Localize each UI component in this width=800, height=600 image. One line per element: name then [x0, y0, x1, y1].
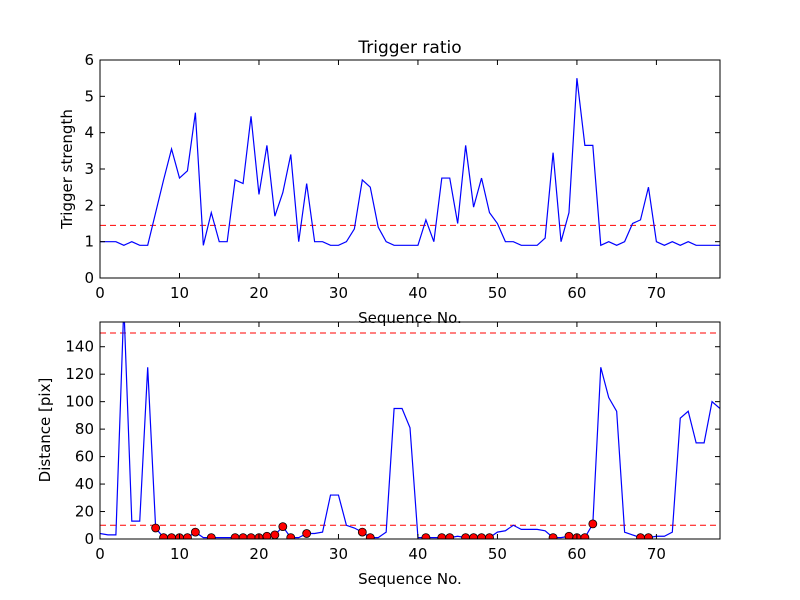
x-tick-label: 50 — [488, 545, 507, 563]
x-tick-label: 50 — [488, 284, 507, 302]
x-tick-label: 60 — [567, 284, 586, 302]
data-point-marker — [183, 533, 192, 539]
trigger-ratio-panel: Trigger ratio 0 10 20 30 40 50 60 70 0 1 2 3 4 5 6 Seq… — [58, 38, 721, 327]
data-point-marker — [445, 533, 455, 539]
data-point-marker — [230, 533, 240, 539]
data-point-marker — [485, 533, 494, 539]
x-tick-label: 40 — [408, 284, 427, 302]
data-point-marker — [151, 523, 161, 533]
data-point-marker — [461, 533, 471, 539]
x-axis-label: Sequence No. — [358, 570, 462, 588]
series-line — [100, 322, 720, 539]
y-tick-label: 120 — [65, 365, 94, 383]
data-point-marker — [206, 533, 216, 539]
distance-data — [100, 322, 720, 539]
x-axis-label: Sequence No. — [358, 309, 462, 327]
y-tick-label: 3 — [84, 160, 94, 178]
data-point-marker — [580, 533, 590, 539]
y-tick-label: 5 — [84, 87, 94, 105]
data-point-marker — [469, 533, 478, 539]
data-point-marker — [636, 533, 645, 539]
data-point-marker — [644, 533, 653, 539]
y-tick-label: 6 — [84, 51, 94, 69]
trigger-ratio-ticks: 0 10 20 30 40 50 60 70 0 1 2 3 4 5 6 — [84, 51, 720, 302]
chart-title: Trigger ratio — [357, 38, 461, 58]
y-tick-label: 60 — [75, 448, 94, 466]
x-tick-label: 0 — [95, 545, 105, 563]
data-point-marker — [278, 522, 288, 532]
data-point-marker — [365, 533, 375, 539]
data-point-marker — [286, 533, 296, 539]
y-tick-label: 1 — [84, 233, 94, 251]
y-tick-label: 40 — [75, 475, 94, 493]
y-tick-label: 80 — [75, 420, 94, 438]
x-tick-label: 10 — [170, 545, 189, 563]
y-tick-label: 0 — [84, 269, 94, 287]
y-tick-label: 2 — [84, 196, 94, 214]
data-point-marker — [190, 527, 200, 537]
x-tick-label: 0 — [95, 284, 105, 302]
distance-ticks: 0 10 20 30 40 50 60 70 0 20 40 60 80 100 120 140 — [65, 322, 720, 563]
x-tick-label: 20 — [249, 545, 268, 563]
data-point-marker — [159, 533, 168, 539]
plot-area — [100, 78, 720, 247]
data-point-marker — [421, 533, 431, 539]
x-tick-label: 60 — [567, 545, 586, 563]
distance-panel: 0 10 20 30 40 50 60 70 0 20 40 60 80 100 120 140 Sequen… — [36, 321, 721, 588]
x-tick-label: 70 — [647, 284, 666, 302]
x-tick-label: 30 — [329, 545, 348, 563]
data-point-marker — [238, 533, 248, 539]
y-tick-label: 4 — [84, 124, 94, 142]
data-point-marker — [548, 533, 558, 539]
series-line — [100, 78, 720, 247]
data-point-marker — [167, 533, 176, 539]
y-tick-label: 0 — [84, 530, 94, 548]
x-tick-label: 70 — [647, 545, 666, 563]
trigger-ratio-data — [100, 78, 720, 247]
x-tick-label: 40 — [408, 545, 427, 563]
data-point-marker — [270, 530, 280, 539]
y-tick-label: 20 — [75, 503, 94, 521]
data-point-marker — [246, 533, 256, 539]
plot-area — [100, 322, 720, 539]
data-point-marker — [477, 533, 486, 539]
data-point-marker — [302, 529, 312, 538]
data-point-marker — [437, 533, 447, 539]
y-tick-label: 140 — [65, 338, 94, 356]
plot-frame — [99, 321, 721, 540]
x-tick-label: 30 — [329, 284, 348, 302]
y-axis-label: Distance [pix] — [36, 378, 54, 483]
data-point-marker — [357, 527, 367, 537]
y-axis-label: Trigger strength — [58, 109, 76, 230]
x-tick-label: 20 — [249, 284, 268, 302]
x-tick-label: 10 — [170, 284, 189, 302]
data-point-marker — [588, 519, 598, 529]
y-tick-label: 100 — [65, 393, 94, 411]
